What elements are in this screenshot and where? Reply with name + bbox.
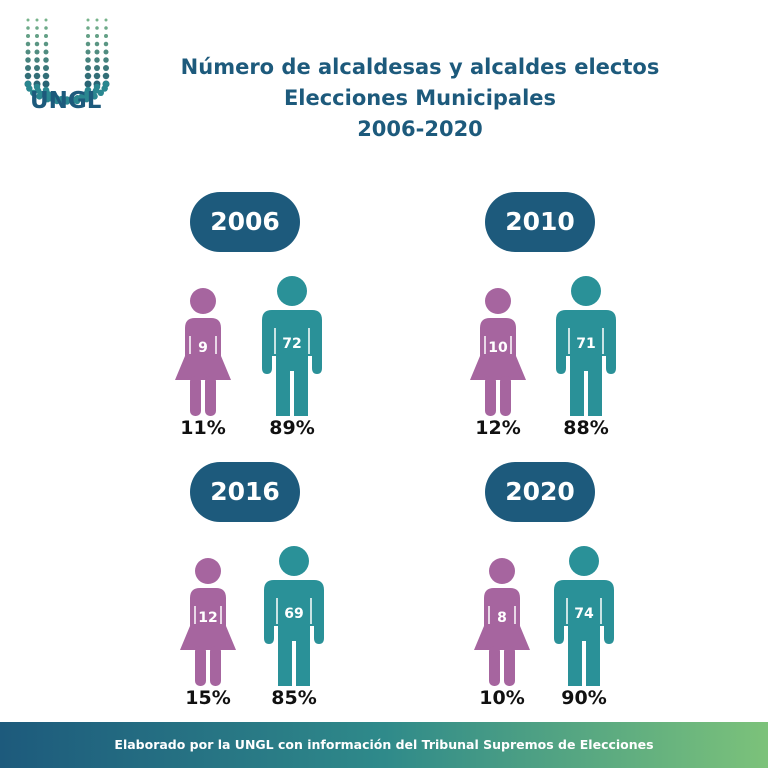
page-title: Número de alcaldesas y alcaldes electos … <box>120 52 720 145</box>
men-percent: 90% <box>561 687 607 709</box>
year-panel-2020: 2020 8 74 10% 90% <box>474 462 685 722</box>
footer-source: Elaborado por la UNGL con información de… <box>0 722 768 768</box>
women-count: 12 <box>198 610 218 626</box>
woman-icon <box>175 288 231 416</box>
woman-icon <box>180 558 236 686</box>
man-icon <box>556 276 616 416</box>
women-count: 9 <box>198 340 208 356</box>
women-count: 10 <box>488 340 508 356</box>
logo-text: UNGL <box>30 88 102 114</box>
man-icon <box>264 546 324 686</box>
men-count: 72 <box>282 336 302 352</box>
title-line-1: Número de alcaldesas y alcaldes electos <box>180 55 660 79</box>
women-percent: 12% <box>475 417 521 439</box>
men-percent: 85% <box>271 687 317 709</box>
woman-icon <box>474 558 530 686</box>
year-pill: 2020 <box>485 462 595 522</box>
year-pill: 2010 <box>485 192 595 252</box>
woman-icon <box>470 288 526 416</box>
year-pill: 2016 <box>190 462 300 522</box>
men-count: 69 <box>284 606 304 622</box>
year-panel-2016: 2016 12 69 15% 85% <box>180 462 390 722</box>
year-pill: 2006 <box>190 192 300 252</box>
man-icon <box>554 546 614 686</box>
title-line-3: 2006-2020 <box>357 117 483 141</box>
man-icon <box>262 276 322 416</box>
men-percent: 89% <box>269 417 315 439</box>
women-percent: 10% <box>479 687 525 709</box>
women-percent: 11% <box>180 417 226 439</box>
title-line-2: Elecciones Municipales <box>283 86 557 110</box>
men-count: 71 <box>576 336 596 352</box>
year-panel-2010: 2010 10 71 12% 88% <box>470 192 685 452</box>
year-panel-2006: 2006 9 72 11% 89% <box>175 192 390 452</box>
women-count: 8 <box>497 610 507 626</box>
men-percent: 88% <box>563 417 609 439</box>
men-count: 74 <box>574 606 594 622</box>
women-percent: 15% <box>185 687 231 709</box>
ungl-logo-icon <box>24 18 110 105</box>
